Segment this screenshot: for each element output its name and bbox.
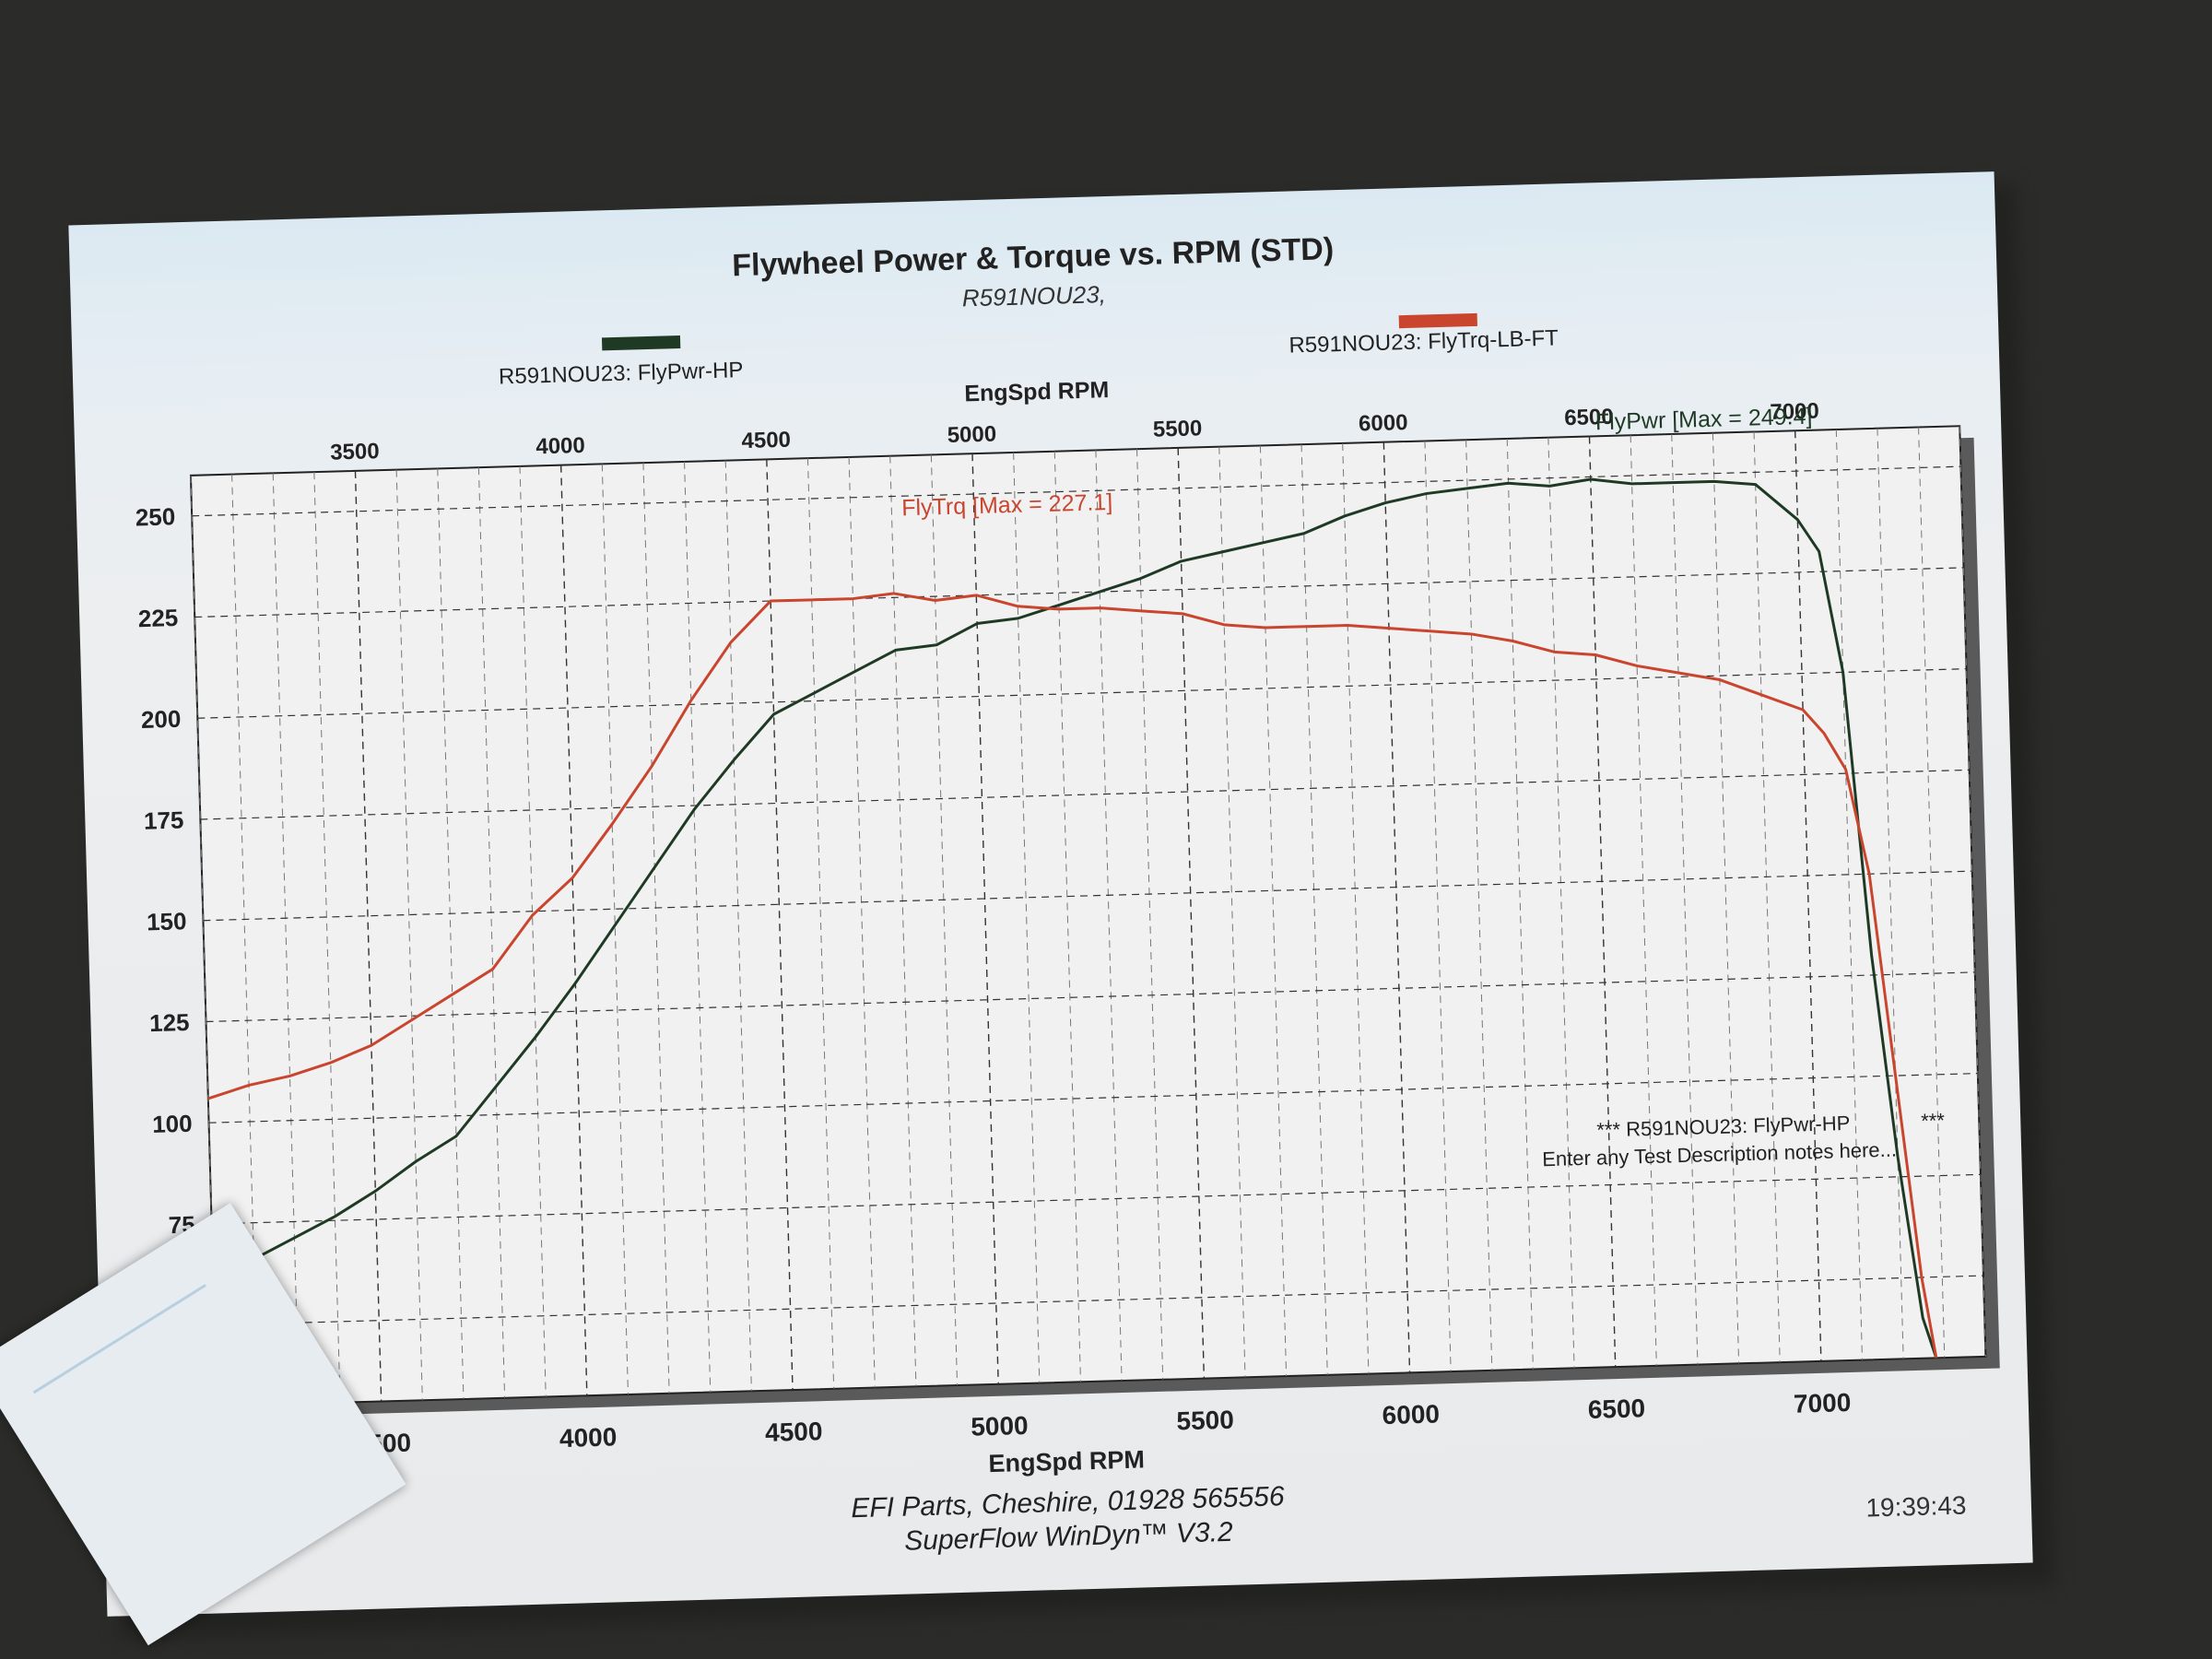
x-tick-label-bottom: 5500 — [1176, 1406, 1234, 1436]
grid-line-y — [197, 668, 1967, 719]
grid-line-minor-x — [1218, 446, 1246, 1378]
y-tick-label: 100 — [152, 1110, 193, 1138]
grid-line-major-x — [1177, 447, 1206, 1379]
y-tick-label: 175 — [144, 806, 184, 834]
x-tick-label-top: 4000 — [535, 433, 585, 459]
printout-sheet: Flywheel Power & Torque vs. RPM (STD) R5… — [68, 171, 2033, 1617]
grid-line-minor-x — [1671, 433, 1699, 1365]
x-tick-label-top: 4500 — [741, 428, 791, 453]
legend-swatch-power — [601, 335, 681, 351]
grid-line-major-x — [1588, 436, 1617, 1368]
power-max-label: FlyPwr [Max = 249.4] — [1595, 404, 1813, 436]
dyno-chart: Flywheel Power & Torque vs. RPM (STD) R5… — [135, 231, 2000, 1557]
grid-line-minor-x — [601, 464, 629, 1395]
grid-line-minor-x — [930, 454, 959, 1386]
grid-line-minor-x — [519, 465, 547, 1397]
grid-line-minor-x — [1136, 449, 1164, 1380]
series-lines — [207, 477, 1938, 1359]
footer-time: 19:39:43 — [1865, 1491, 1967, 1523]
y-tick-label: 200 — [141, 705, 182, 734]
grid-line-minor-x — [642, 463, 670, 1394]
x-tick-label-bottom: 4000 — [559, 1422, 618, 1453]
y-tick-label: 225 — [137, 604, 178, 632]
grid-line-minor-x — [272, 473, 300, 1405]
x-tick-label-top: 6000 — [1359, 410, 1408, 436]
grid-line-minor-x — [477, 467, 506, 1398]
top-x-axis-title: EngSpd RPM — [964, 377, 1110, 406]
grid-line-major-x — [1794, 430, 1822, 1361]
grid-line-y — [208, 1073, 1978, 1124]
grid-line-minor-x — [1712, 432, 1740, 1364]
y-tick-label: 150 — [147, 907, 187, 935]
grid-line-y — [192, 465, 1961, 517]
legend-label-torque: R591NOU23: FlyTrq-LB-FT — [1288, 325, 1559, 358]
x-tick-label-bottom: 4500 — [765, 1417, 823, 1447]
x-tick-label-top: 3500 — [330, 439, 380, 465]
annotation-line-1-suffix: *** — [1921, 1109, 1946, 1133]
x-tick-label-bottom: 5000 — [971, 1411, 1029, 1441]
chart-title: Flywheel Power & Torque vs. RPM (STD) — [732, 231, 1335, 283]
grid-line-major-x — [971, 453, 999, 1384]
power-curve — [212, 477, 1938, 1359]
x-tick-label-bottom: 6500 — [1587, 1394, 1645, 1424]
grid-line-minor-x — [1959, 426, 1986, 1357]
grid-line-y — [194, 567, 1964, 618]
grid-line-minor-x — [395, 469, 423, 1401]
grid-line-minor-x — [848, 456, 876, 1388]
grid-line-minor-x — [806, 458, 835, 1389]
grid-line-minor-x — [437, 468, 465, 1400]
torque-max-label: FlyTrq [Max = 227.1] — [901, 489, 1113, 521]
chart-subtitle: R591NOU23, — [961, 280, 1106, 312]
grid-line-major-x — [354, 470, 382, 1402]
x-tick-label-top: 7000 — [1770, 399, 1819, 425]
x-tick-label-bottom: 6000 — [1382, 1399, 1440, 1430]
footer-software: SuperFlow WinDyn™ V3.2 — [904, 1517, 1234, 1557]
grid-line-y — [214, 1275, 1983, 1326]
grid-line-minor-x — [1465, 440, 1493, 1371]
grid-line-minor-x — [684, 461, 712, 1393]
grid-line-minor-x — [1342, 442, 1370, 1374]
x-tick-label-top: 6500 — [1564, 405, 1614, 430]
grid — [190, 426, 1986, 1406]
grid-line-y — [203, 870, 1972, 922]
grid-line-minor-x — [1753, 431, 1781, 1363]
grid-line-minor-x — [313, 472, 341, 1403]
grid-line-y — [211, 1173, 1981, 1225]
grid-line-minor-x — [1259, 445, 1288, 1377]
y-tick-label: 250 — [135, 502, 175, 531]
legend-swatch-torque — [1398, 312, 1477, 329]
grid-line-minor-x — [1630, 435, 1657, 1366]
y-tick-label: 125 — [149, 1008, 190, 1037]
grid-line-major-x — [766, 459, 794, 1391]
grid-line-minor-x — [889, 455, 917, 1387]
legend-label-power: R591NOU23: FlyPwr-HP — [499, 358, 744, 389]
grid-line-minor-x — [1095, 450, 1123, 1382]
grid-line-major-x — [1382, 441, 1411, 1373]
sheet-stripe — [32, 1284, 206, 1394]
bottom-x-axis-title: EngSpd RPM — [988, 1445, 1145, 1477]
grid-line-minor-x — [724, 460, 752, 1392]
grid-line-minor-x — [1424, 441, 1452, 1372]
torque-curve — [207, 592, 1938, 1359]
grid-line-major-x — [559, 465, 588, 1396]
grid-line-minor-x — [1918, 427, 1946, 1359]
grid-line-minor-x — [1506, 438, 1534, 1370]
grid-line-minor-x — [1835, 429, 1864, 1360]
grid-line-minor-x — [1300, 444, 1328, 1375]
x-tick-label-top: 5000 — [947, 421, 996, 447]
grid-line-y — [200, 769, 1970, 820]
grid-line-y — [206, 971, 1975, 1023]
x-tick-label-bottom: 7000 — [1794, 1388, 1852, 1418]
grid-line-minor-x — [1877, 428, 1904, 1359]
x-tick-label-top: 5500 — [1153, 416, 1203, 441]
grid-line-minor-x — [1547, 437, 1575, 1369]
